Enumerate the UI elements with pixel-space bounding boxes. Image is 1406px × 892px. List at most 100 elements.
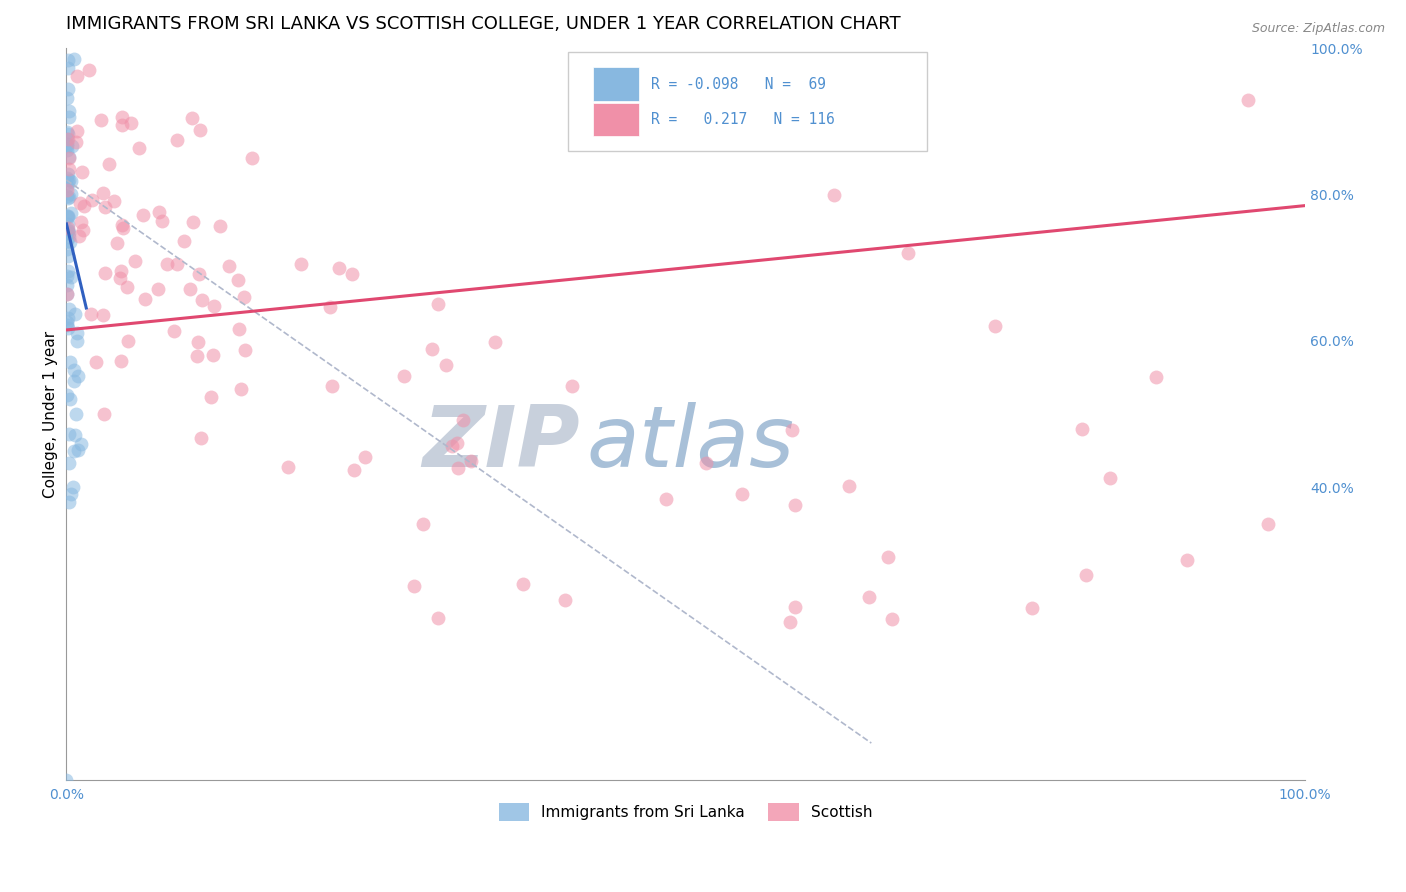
- Point: [1144, 370, 1167, 384]
- Point: [110, 354, 132, 368]
- Point: [65, 427, 87, 442]
- Text: R =   0.217   N = 116: R = 0.217 N = 116: [651, 112, 835, 127]
- Point: [56, 136, 79, 151]
- Point: [66, 326, 89, 341]
- Point: [56, 318, 79, 333]
- Point: [117, 334, 139, 348]
- Point: [434, 358, 457, 372]
- Point: [191, 293, 214, 307]
- Point: [69, 437, 91, 451]
- Point: [200, 391, 222, 405]
- Point: [404, 579, 426, 593]
- Point: [103, 194, 125, 208]
- Point: [56, 191, 79, 205]
- Point: [173, 234, 195, 248]
- Point: [69, 196, 91, 211]
- Point: [1098, 471, 1121, 485]
- Point: [231, 382, 253, 396]
- Point: [512, 576, 534, 591]
- Y-axis label: College, Under 1 year: College, Under 1 year: [44, 330, 58, 498]
- Point: [695, 456, 717, 470]
- Point: [93, 407, 115, 421]
- Point: [56, 224, 79, 238]
- Point: [65, 69, 87, 83]
- Point: [56, 287, 79, 301]
- Point: [1074, 568, 1097, 582]
- Point: [56, 242, 79, 256]
- Point: [318, 301, 340, 315]
- Text: ZIP: ZIP: [423, 401, 581, 484]
- Point: [58, 150, 80, 164]
- Point: [111, 219, 134, 233]
- Point: [561, 378, 583, 392]
- Point: [58, 495, 80, 509]
- Point: [201, 348, 224, 362]
- Point: [56, 311, 79, 326]
- Point: [56, 209, 79, 223]
- Point: [202, 299, 225, 313]
- Point: [67, 229, 90, 244]
- Point: [55, 170, 77, 185]
- Point: [58, 456, 80, 470]
- Point: [56, 210, 79, 224]
- Point: [190, 431, 212, 445]
- Point: [876, 549, 898, 564]
- Point: [188, 267, 211, 281]
- Point: [62, 52, 84, 66]
- Point: [228, 322, 250, 336]
- Point: [60, 487, 83, 501]
- Point: [56, 132, 79, 146]
- Point: [72, 165, 94, 179]
- Point: [56, 167, 79, 181]
- Point: [59, 270, 82, 285]
- Point: [166, 257, 188, 271]
- Point: [56, 217, 79, 231]
- Point: [107, 235, 129, 250]
- Point: [55, 772, 77, 787]
- Point: [55, 125, 77, 139]
- Point: [58, 226, 80, 240]
- Point: [460, 454, 482, 468]
- Point: [69, 215, 91, 229]
- Point: [427, 611, 450, 625]
- Point: [65, 307, 87, 321]
- Point: [84, 355, 107, 369]
- Point: [447, 460, 470, 475]
- Point: [120, 116, 142, 130]
- Point: [94, 266, 117, 280]
- Point: [58, 426, 80, 441]
- Point: [66, 334, 89, 348]
- Point: [111, 110, 134, 124]
- Point: [823, 187, 845, 202]
- Point: [59, 235, 82, 250]
- Point: [343, 463, 366, 477]
- FancyBboxPatch shape: [593, 68, 638, 101]
- Point: [58, 301, 80, 316]
- Point: [59, 174, 82, 188]
- Point: [392, 369, 415, 384]
- Point: [56, 263, 79, 277]
- Point: [72, 223, 94, 237]
- Point: [328, 260, 350, 275]
- Point: [56, 183, 79, 197]
- Point: [108, 271, 131, 285]
- Point: [56, 175, 79, 189]
- Point: [65, 407, 87, 421]
- Point: [124, 254, 146, 268]
- Point: [1021, 600, 1043, 615]
- Point: [60, 139, 83, 153]
- Point: [93, 200, 115, 214]
- Point: [56, 53, 79, 67]
- Point: [59, 354, 82, 368]
- Point: [55, 91, 77, 105]
- Point: [73, 199, 96, 213]
- Point: [58, 151, 80, 165]
- Point: [56, 387, 79, 401]
- Point: [233, 289, 256, 303]
- Point: [56, 277, 79, 292]
- Point: [290, 257, 312, 271]
- Point: [188, 123, 211, 137]
- Point: [58, 230, 80, 244]
- Point: [80, 193, 103, 207]
- Point: [63, 444, 86, 458]
